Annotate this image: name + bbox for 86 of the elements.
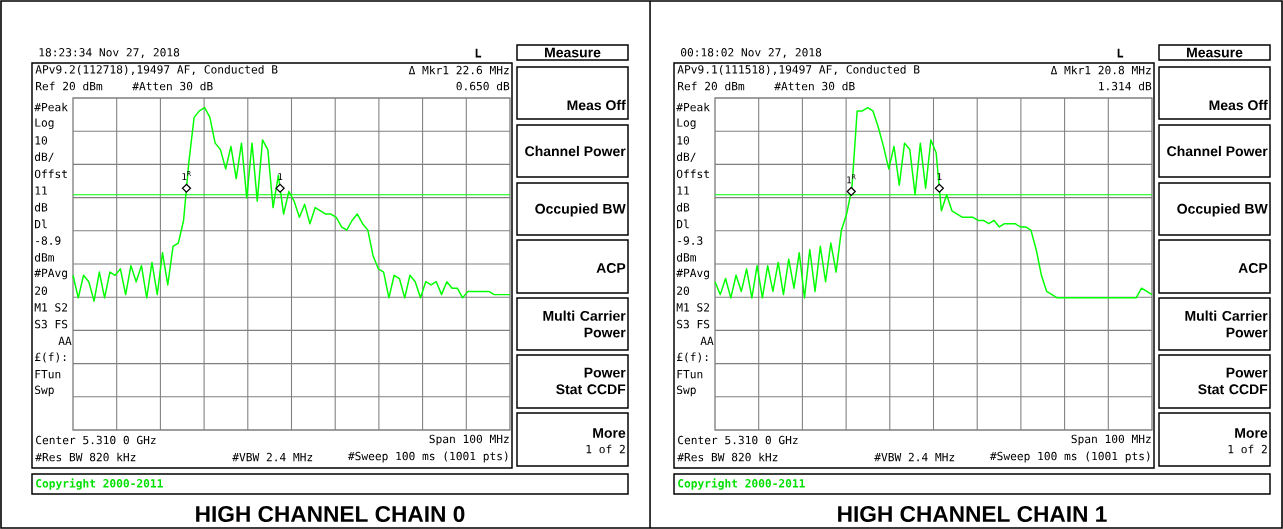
text: Δ Mkr1 20.8 MHz: [1050, 65, 1151, 75]
text: L: [475, 48, 482, 58]
text: Swp: [35, 385, 54, 397]
text: £(f):: [35, 352, 66, 363]
text: #VBW 2.4 MHz: [232, 452, 313, 462]
text: Log: [677, 118, 696, 129]
text: #Sweep 100 ms (1001 pts): [989, 451, 1150, 463]
text: #Peak: [34, 102, 68, 112]
annotation: 1: [937, 173, 942, 180]
text: Multi Carrier Power: [543, 310, 626, 338]
text: 1.314 dB: [1099, 81, 1152, 91]
text: More: [593, 428, 626, 438]
text: Offst: [676, 169, 709, 179]
text: Power Stat CCDF: [556, 367, 626, 395]
text: dB: [34, 202, 48, 212]
text: 1 of 2: [586, 444, 625, 454]
text: dB/: [34, 152, 54, 162]
text: #PAvg: [676, 268, 709, 280]
text: Ref 20 dBm: [678, 81, 745, 91]
text: #Atten 30 dB: [774, 81, 855, 91]
text: FTun: [35, 370, 61, 379]
annotation: 1$^{R}$: [182, 171, 191, 180]
text: S3 FS: [35, 319, 68, 329]
text: APv9.1(111518),19497 AF, Conducted B: [677, 64, 920, 76]
text: Log: [35, 118, 54, 129]
text: Offst: [34, 169, 67, 179]
text: 11: [677, 186, 689, 195]
text: 00:18:02 Nov 27, 2018: [681, 48, 822, 58]
text: AA: [58, 336, 72, 345]
text: Measure: [545, 47, 601, 58]
text: M1 S2: [676, 303, 710, 312]
text: Channel Power: [525, 145, 626, 157]
text: Occupied BW: [535, 203, 626, 217]
text: Swp: [677, 385, 696, 397]
text: #VBW 2.4 MHz: [874, 452, 955, 462]
text: HIGH CHANNEL CHAIN 0: [196, 505, 465, 523]
text: #Atten 30 dB: [132, 81, 213, 91]
text: S3 FS: [677, 319, 710, 329]
text: dB/: [676, 152, 696, 162]
text: Dl: [677, 219, 689, 229]
text: L: [1117, 48, 1124, 58]
text: -8.9: [36, 236, 61, 245]
text: Span 100 MHz: [1071, 434, 1151, 446]
text: dBm: [34, 252, 54, 262]
text: Span 100 MHz: [429, 434, 509, 446]
text: Meas Off: [1209, 99, 1268, 111]
text: FTun: [677, 370, 703, 379]
text: Center 5.310 0 GHz: [678, 435, 798, 445]
text: 11: [35, 186, 47, 195]
text: 10: [677, 136, 690, 145]
text: Ref 20 dBm: [36, 81, 103, 91]
text: Copyright 2000-2011: [678, 478, 805, 490]
text: Measure: [1187, 47, 1243, 58]
text: dB: [676, 202, 690, 212]
text: -9.3: [678, 236, 703, 245]
text: 10: [35, 136, 48, 145]
text: #PAvg: [34, 268, 67, 280]
text: 20: [677, 286, 690, 295]
text: More: [1235, 428, 1268, 438]
text: APv9.2(112718),19497 AF, Conducted B: [35, 64, 278, 76]
text: 0.650 dB: [456, 81, 510, 91]
text: dBm: [676, 252, 696, 262]
text: Channel Power: [1167, 145, 1268, 157]
text: AA: [700, 336, 714, 345]
text: #Res BW 820 kHz: [677, 452, 778, 462]
text: Dl: [35, 219, 47, 229]
text: Δ Mkr1 22.6 MHz: [408, 65, 509, 75]
annotation: 1: [278, 173, 283, 180]
text: £(f):: [677, 352, 708, 363]
text: #Sweep 100 ms (1001 pts): [347, 451, 508, 463]
text: ACP: [1238, 263, 1268, 273]
text: #Res BW 820 kHz: [35, 452, 136, 462]
text: Meas Off: [567, 99, 626, 111]
text: M1 S2: [34, 303, 68, 312]
text: 1 of 2: [1228, 444, 1267, 454]
text: Power Stat CCDF: [1198, 367, 1268, 395]
text: Copyright 2000-2011: [36, 478, 163, 490]
text: Center 5.310 0 GHz: [36, 435, 156, 445]
annotation: 1$^{R}$: [847, 174, 856, 184]
text: ACP: [596, 263, 626, 273]
text: #Peak: [676, 102, 710, 112]
text: HIGH CHANNEL CHAIN 1: [838, 505, 1107, 523]
text: 18:23:34 Nov 27, 2018: [39, 48, 180, 58]
text: 20: [35, 286, 48, 295]
text: Occupied BW: [1177, 203, 1268, 217]
text: Multi Carrier Power: [1185, 310, 1268, 338]
